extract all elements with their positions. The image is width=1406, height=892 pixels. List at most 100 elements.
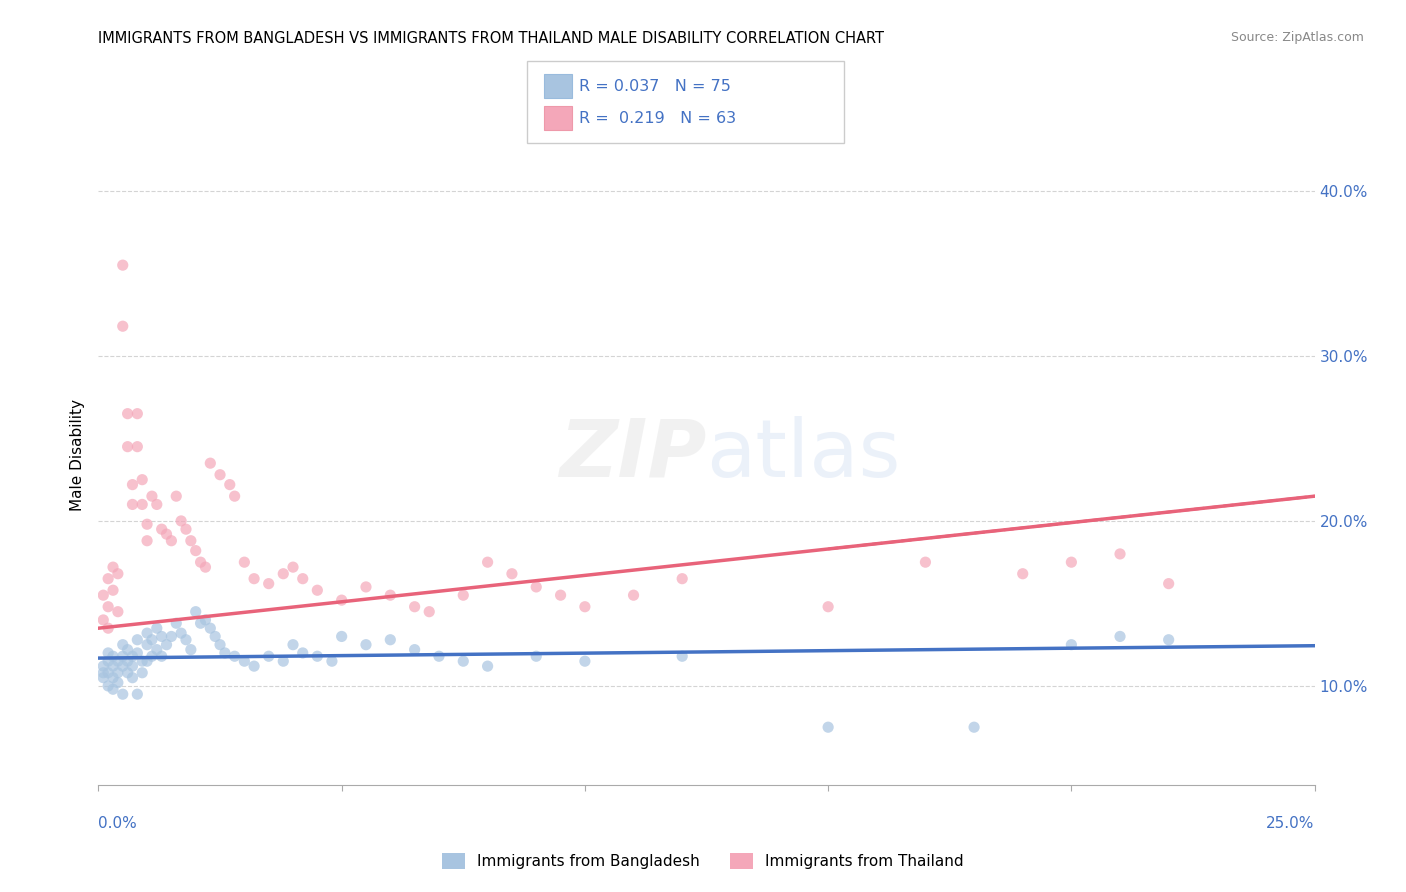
Point: [623, 588, 645, 602]
Point: [146, 498, 169, 512]
Y-axis label: Male Disability: Male Disability: [69, 399, 84, 511]
Point: [281, 560, 304, 574]
Point: [194, 613, 217, 627]
Point: [136, 517, 159, 532]
Point: [380, 632, 402, 647]
Point: [291, 646, 314, 660]
Point: [121, 659, 143, 673]
Text: IMMIGRANTS FROM BANGLADESH VS IMMIGRANTS FROM THAILAND MALE DISABILITY CORRELATI: IMMIGRANTS FROM BANGLADESH VS IMMIGRANTS…: [98, 31, 884, 46]
Point: [174, 522, 197, 536]
Point: [209, 467, 232, 482]
Point: [501, 566, 523, 581]
Point: [127, 687, 149, 701]
Point: [101, 671, 124, 685]
Point: [671, 649, 693, 664]
Point: [194, 560, 217, 574]
Point: [107, 675, 129, 690]
Point: [817, 599, 839, 614]
Text: atlas: atlas: [707, 416, 901, 494]
Point: [131, 498, 153, 512]
Point: [190, 555, 212, 569]
Point: [107, 566, 129, 581]
Point: [418, 605, 440, 619]
Point: [121, 498, 143, 512]
Point: [136, 654, 159, 668]
Point: [150, 522, 173, 536]
Text: R = 0.037   N = 75: R = 0.037 N = 75: [579, 79, 731, 94]
Point: [291, 572, 314, 586]
Legend: Immigrants from Bangladesh, Immigrants from Thailand: Immigrants from Bangladesh, Immigrants f…: [436, 847, 970, 875]
Point: [131, 473, 153, 487]
Point: [180, 642, 202, 657]
Point: [131, 654, 153, 668]
Point: [1157, 632, 1180, 647]
Point: [190, 616, 212, 631]
Point: [150, 649, 173, 664]
Point: [204, 630, 226, 644]
Point: [271, 566, 294, 581]
Point: [307, 649, 329, 664]
Point: [111, 687, 134, 701]
Point: [224, 649, 246, 664]
Point: [209, 638, 232, 652]
Point: [97, 654, 120, 668]
Point: [141, 632, 163, 647]
Point: [91, 659, 114, 673]
Point: [107, 665, 129, 680]
Point: [817, 720, 839, 734]
Point: [963, 720, 986, 734]
Point: [1157, 576, 1180, 591]
Point: [1060, 638, 1083, 652]
Point: [180, 533, 202, 548]
Point: [111, 659, 134, 673]
Point: [574, 654, 596, 668]
Point: [101, 659, 124, 673]
Point: [121, 671, 143, 685]
Point: [97, 679, 120, 693]
Point: [91, 588, 114, 602]
Point: [107, 605, 129, 619]
Point: [1060, 555, 1083, 569]
Point: [117, 440, 139, 454]
Point: [321, 654, 343, 668]
Point: [97, 665, 120, 680]
Point: [136, 626, 159, 640]
Point: [141, 649, 163, 664]
Text: Source: ZipAtlas.com: Source: ZipAtlas.com: [1230, 31, 1364, 45]
Point: [184, 543, 207, 558]
Text: 25.0%: 25.0%: [1267, 816, 1315, 830]
Text: 0.0%: 0.0%: [98, 816, 138, 830]
Point: [146, 642, 169, 657]
Point: [111, 649, 134, 664]
Point: [117, 407, 139, 421]
Point: [150, 630, 173, 644]
Point: [330, 630, 353, 644]
Point: [1109, 547, 1132, 561]
Point: [146, 621, 169, 635]
Point: [117, 654, 139, 668]
Point: [307, 583, 329, 598]
Point: [131, 665, 153, 680]
Point: [218, 477, 240, 491]
Point: [160, 533, 183, 548]
Point: [101, 682, 124, 697]
Point: [165, 616, 187, 631]
Point: [91, 671, 114, 685]
Point: [184, 605, 207, 619]
Point: [380, 588, 402, 602]
Point: [141, 489, 163, 503]
Point: [427, 649, 450, 664]
Point: [233, 555, 256, 569]
Point: [101, 583, 124, 598]
Point: [111, 258, 134, 272]
Point: [170, 514, 193, 528]
Point: [550, 588, 572, 602]
Point: [121, 649, 143, 664]
Point: [233, 654, 256, 668]
Point: [404, 599, 426, 614]
Point: [1011, 566, 1033, 581]
Point: [200, 621, 222, 635]
Point: [91, 613, 114, 627]
Point: [101, 649, 124, 664]
Point: [354, 580, 377, 594]
